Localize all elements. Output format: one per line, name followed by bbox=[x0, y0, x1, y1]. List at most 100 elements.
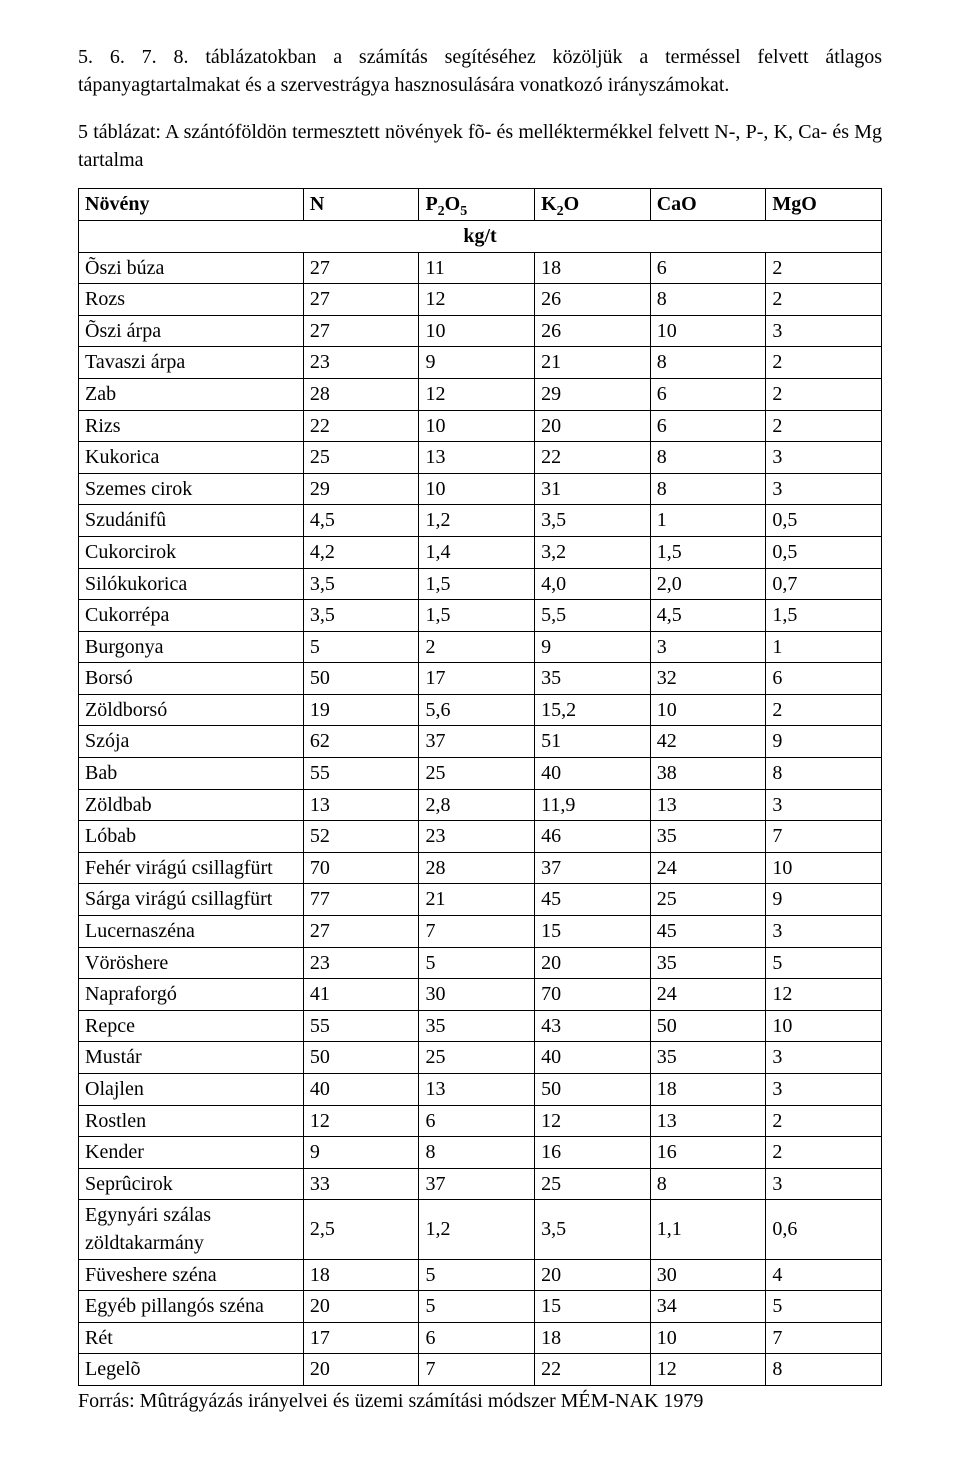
row-value: 35 bbox=[419, 1010, 535, 1042]
row-value: 35 bbox=[650, 1042, 766, 1074]
row-value: 21 bbox=[419, 884, 535, 916]
row-value: 2 bbox=[766, 252, 882, 284]
row-value: 35 bbox=[650, 947, 766, 979]
table-row: Egyéb pillangós széna20515345 bbox=[79, 1291, 882, 1323]
table-row: Repce5535435010 bbox=[79, 1010, 882, 1042]
row-value: 5 bbox=[419, 947, 535, 979]
table-row: Bab552540388 bbox=[79, 758, 882, 790]
row-label: Kender bbox=[79, 1137, 304, 1169]
nutrient-table: Növény N P2O5 K2O CaO MgO kg/t Õszi búza… bbox=[78, 188, 882, 1386]
row-value: 46 bbox=[535, 821, 651, 853]
row-value: 3 bbox=[766, 1074, 882, 1106]
table-row: Lucernaszéna27715453 bbox=[79, 916, 882, 948]
row-label: Szudánifû bbox=[79, 505, 304, 537]
row-value: 10 bbox=[650, 1322, 766, 1354]
row-value: 6 bbox=[419, 1322, 535, 1354]
row-label: Cukorrépa bbox=[79, 600, 304, 632]
table-header-row: Növény N P2O5 K2O CaO MgO bbox=[79, 189, 882, 221]
table-row: Borsó501735326 bbox=[79, 663, 882, 695]
row-value: 12 bbox=[419, 378, 535, 410]
col-header-n: N bbox=[303, 189, 419, 221]
row-value: 1 bbox=[766, 631, 882, 663]
row-value: 40 bbox=[303, 1074, 419, 1106]
col-header-k2o: K2O bbox=[535, 189, 651, 221]
row-value: 12 bbox=[419, 284, 535, 316]
row-value: 4,2 bbox=[303, 536, 419, 568]
row-value: 2,5 bbox=[303, 1200, 419, 1259]
table-row: Fehér virágú csillagfürt7028372410 bbox=[79, 852, 882, 884]
table-row: Zöldborsó195,615,2102 bbox=[79, 694, 882, 726]
row-value: 17 bbox=[303, 1322, 419, 1354]
row-value: 3 bbox=[766, 916, 882, 948]
row-value: 62 bbox=[303, 726, 419, 758]
row-value: 8 bbox=[650, 473, 766, 505]
row-value: 4,0 bbox=[535, 568, 651, 600]
col-header-cao: CaO bbox=[650, 189, 766, 221]
row-value: 18 bbox=[650, 1074, 766, 1106]
row-label: Silókukorica bbox=[79, 568, 304, 600]
table-unit-row: kg/t bbox=[79, 220, 882, 252]
row-label: Mustár bbox=[79, 1042, 304, 1074]
row-value: 27 bbox=[303, 284, 419, 316]
row-value: 5,6 bbox=[419, 694, 535, 726]
row-value: 24 bbox=[650, 852, 766, 884]
row-value: 18 bbox=[535, 1322, 651, 1354]
row-value: 25 bbox=[535, 1168, 651, 1200]
table-caption: 5 táblázat: A szántóföldön termesztett n… bbox=[78, 119, 882, 174]
row-value: 18 bbox=[303, 1259, 419, 1291]
row-value: 16 bbox=[650, 1137, 766, 1169]
row-label: Egyéb pillangós széna bbox=[79, 1291, 304, 1323]
row-value: 45 bbox=[535, 884, 651, 916]
row-value: 1,4 bbox=[419, 536, 535, 568]
row-value: 0,5 bbox=[766, 505, 882, 537]
row-value: 16 bbox=[535, 1137, 651, 1169]
row-value: 6 bbox=[650, 410, 766, 442]
row-label: Borsó bbox=[79, 663, 304, 695]
row-value: 10 bbox=[650, 694, 766, 726]
row-value: 8 bbox=[419, 1137, 535, 1169]
row-value: 24 bbox=[650, 979, 766, 1011]
row-value: 20 bbox=[303, 1291, 419, 1323]
row-value: 20 bbox=[535, 947, 651, 979]
table-row: Õszi búza27111862 bbox=[79, 252, 882, 284]
row-value: 6 bbox=[766, 663, 882, 695]
row-value: 5 bbox=[419, 1291, 535, 1323]
row-value: 13 bbox=[419, 442, 535, 474]
row-value: 2 bbox=[766, 694, 882, 726]
row-value: 9 bbox=[535, 631, 651, 663]
row-value: 7 bbox=[766, 1322, 882, 1354]
row-value: 2 bbox=[766, 410, 882, 442]
row-label: Rostlen bbox=[79, 1105, 304, 1137]
unit-cell: kg/t bbox=[79, 220, 882, 252]
row-value: 0,5 bbox=[766, 536, 882, 568]
table-row: Zab28122962 bbox=[79, 378, 882, 410]
row-value: 12 bbox=[303, 1105, 419, 1137]
row-value: 10 bbox=[419, 410, 535, 442]
row-value: 2,0 bbox=[650, 568, 766, 600]
row-value: 37 bbox=[419, 1168, 535, 1200]
col-header-p2o5: P2O5 bbox=[419, 189, 535, 221]
row-value: 27 bbox=[303, 315, 419, 347]
row-value: 8 bbox=[766, 758, 882, 790]
row-value: 26 bbox=[535, 315, 651, 347]
row-value: 41 bbox=[303, 979, 419, 1011]
table-head: Növény N P2O5 K2O CaO MgO kg/t bbox=[79, 189, 882, 252]
row-value: 52 bbox=[303, 821, 419, 853]
row-value: 30 bbox=[650, 1259, 766, 1291]
table-row: Rozs27122682 bbox=[79, 284, 882, 316]
table-row: Szemes cirok29103183 bbox=[79, 473, 882, 505]
table-row: Rét17618107 bbox=[79, 1322, 882, 1354]
table-row: Burgonya52931 bbox=[79, 631, 882, 663]
table-row: Egynyári szálas zöldtakarmány2,51,23,51,… bbox=[79, 1200, 882, 1259]
row-value: 23 bbox=[303, 347, 419, 379]
table-row: Kukorica25132283 bbox=[79, 442, 882, 474]
row-value: 70 bbox=[535, 979, 651, 1011]
row-label: Napraforgó bbox=[79, 979, 304, 1011]
row-value: 3 bbox=[766, 1168, 882, 1200]
row-value: 12 bbox=[650, 1354, 766, 1386]
row-value: 42 bbox=[650, 726, 766, 758]
table-row: Legelõ20722128 bbox=[79, 1354, 882, 1386]
row-label: Rizs bbox=[79, 410, 304, 442]
row-label: Zöldborsó bbox=[79, 694, 304, 726]
row-value: 35 bbox=[650, 821, 766, 853]
